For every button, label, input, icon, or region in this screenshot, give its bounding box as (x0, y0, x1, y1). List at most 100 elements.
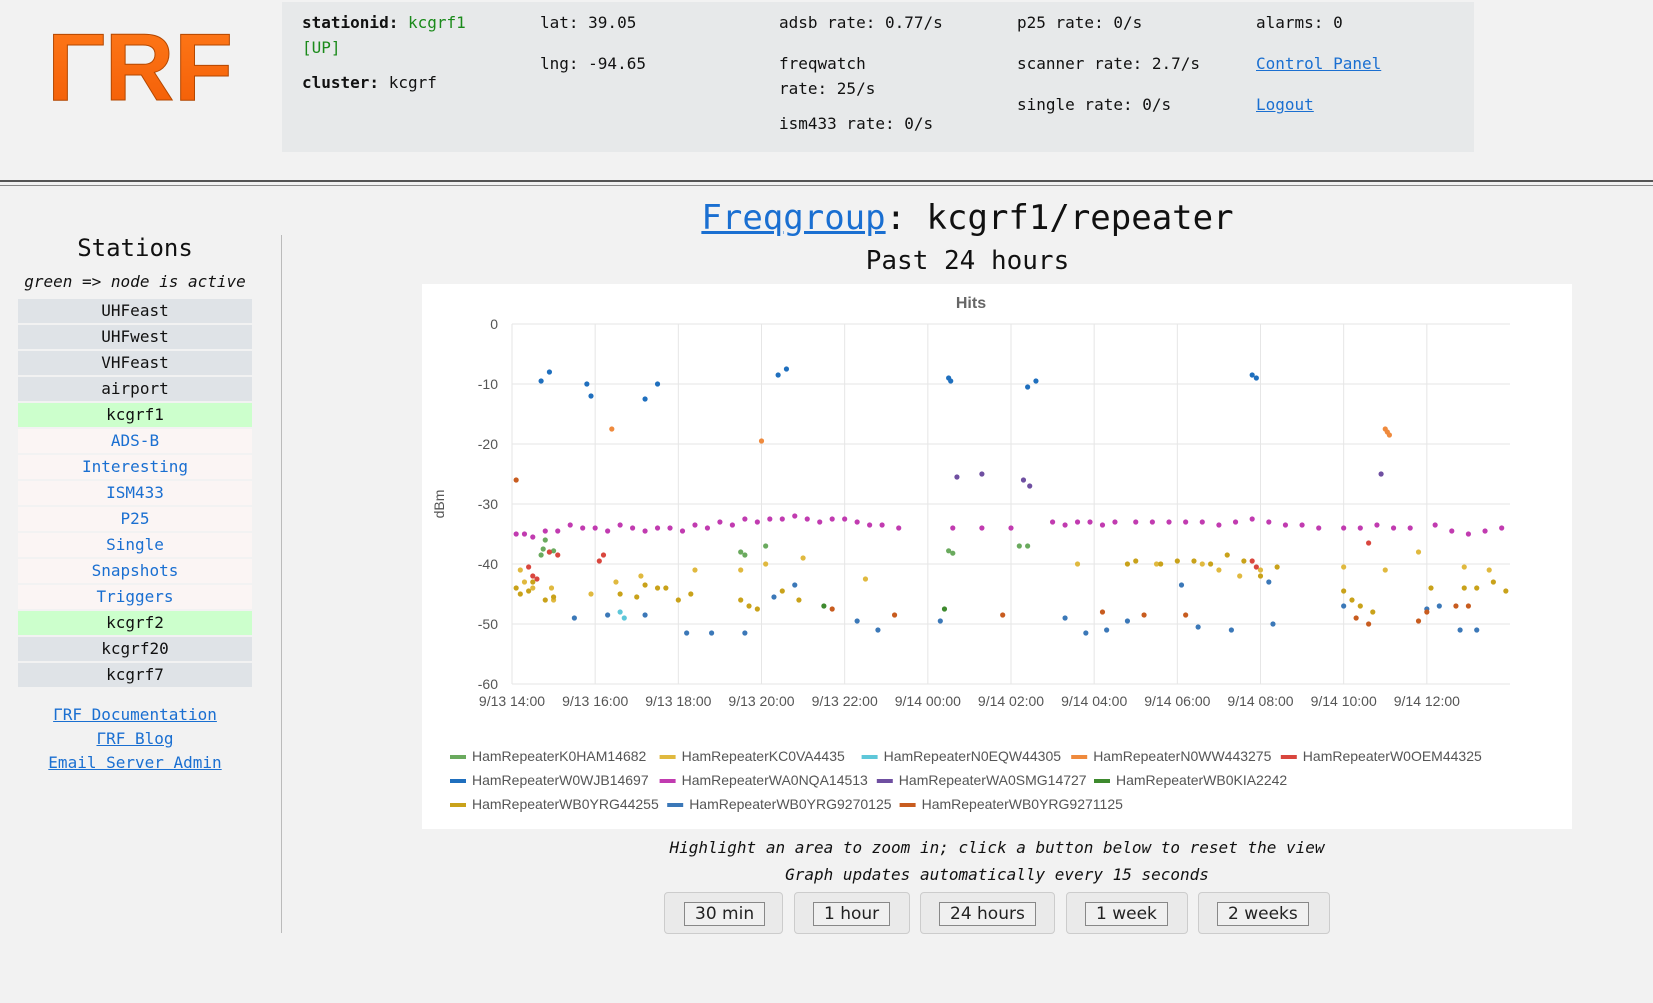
data-point (862, 576, 869, 582)
data-point (617, 609, 623, 615)
adsb-rate: adsb rate: 0.77/s (779, 13, 943, 32)
legend-swatch (899, 803, 916, 807)
data-point (1341, 588, 1347, 594)
range-button-frame: 2 weeks (1198, 892, 1330, 934)
cluster-value: kcgrf (388, 73, 437, 92)
data-point (1461, 585, 1467, 591)
freqwatch-rate-value: rate: 25/s (779, 79, 876, 98)
data-point (1499, 525, 1505, 531)
x-tick-label: 9/14 12:00 (1394, 693, 1460, 709)
control-panel-link[interactable]: Control Panel (1256, 54, 1382, 73)
data-point (1349, 597, 1355, 603)
data-point (1428, 585, 1434, 591)
data-point (1299, 522, 1305, 528)
logo-mark: ΓRF (47, 14, 234, 122)
station-item-airport[interactable]: airport (18, 377, 252, 401)
station-item-triggers[interactable]: Triggers (18, 585, 252, 609)
data-point (521, 579, 528, 585)
data-point (1124, 561, 1131, 567)
y-tick-label: -10 (478, 376, 498, 392)
data-point (1104, 627, 1110, 633)
latitude: lat: 39.05 (540, 13, 637, 32)
data-point (617, 522, 623, 528)
data-point (526, 564, 532, 570)
station-item-interesting[interactable]: Interesting (18, 455, 252, 479)
x-tick-label: 9/14 08:00 (1227, 693, 1293, 709)
logout-link[interactable]: Logout (1256, 95, 1314, 114)
station-item-p25[interactable]: P25 (18, 507, 252, 531)
range-30min-button[interactable]: 30 min (684, 902, 766, 926)
data-point (1178, 582, 1185, 588)
y-tick-label: -60 (478, 676, 498, 692)
data-point (513, 585, 519, 591)
data-point (1183, 519, 1189, 525)
y-tick-label: -50 (478, 616, 498, 632)
station-item-kcgrf7[interactable]: kcgrf7 (18, 663, 252, 687)
data-point (875, 627, 881, 633)
sidebar-footer-links: ΓRF Documentation ΓRF Blog Email Server … (18, 703, 252, 775)
station-item-uhfeast[interactable]: UHFeast (18, 299, 252, 323)
data-point (767, 516, 773, 522)
data-point (1216, 567, 1222, 573)
station-item-ism433[interactable]: ISM433 (18, 481, 252, 505)
data-point (513, 477, 519, 483)
data-point (738, 567, 744, 573)
legend-item: HamRepeaterWB0KIA2242 (1116, 772, 1287, 788)
data-point (1436, 603, 1442, 609)
station-item-vhfeast[interactable]: VHFeast (18, 351, 252, 375)
freqgroup-link[interactable]: Freqgroup (701, 198, 886, 238)
blog-link[interactable]: ΓRF Blog (96, 729, 174, 748)
station-item-kcgrf1[interactable]: kcgrf1 (18, 403, 252, 427)
data-point (692, 522, 698, 528)
station-item-kcgrf2[interactable]: kcgrf2 (18, 611, 252, 635)
data-point (530, 579, 536, 585)
data-point (1424, 609, 1430, 615)
data-point (954, 474, 960, 480)
legend-item: HamRepeaterN0EQW44305 (884, 748, 1062, 764)
data-point (754, 606, 760, 612)
data-point (738, 597, 744, 603)
range-24hours-button[interactable]: 24 hours (939, 902, 1036, 926)
data-point (1415, 549, 1422, 555)
data-point (1370, 609, 1376, 615)
data-point (1386, 432, 1393, 438)
data-point (783, 366, 790, 372)
range-1hour-button[interactable]: 1 hour (813, 902, 891, 926)
y-tick-label: -20 (478, 436, 498, 452)
hits-chart-svg[interactable]: Hits dBm 0 -10 -20 -30 -40 -50 -609/13 14:00 9/13… (422, 284, 1572, 829)
data-point (1033, 378, 1039, 384)
data-point (540, 546, 546, 552)
page-title: Freqgroup: kcgrf1/repeater (282, 198, 1653, 238)
data-point (546, 549, 553, 555)
data-point (937, 618, 943, 624)
data-point (1124, 618, 1131, 624)
station-item-kcgrf20[interactable]: kcgrf20 (18, 637, 252, 661)
rates-column-1: adsb rate: 0.77/s freqwatch rate: 25/s i… (779, 10, 999, 152)
data-point (617, 591, 623, 597)
range-1week-button[interactable]: 1 week (1085, 902, 1168, 926)
legend-swatch (876, 779, 893, 783)
legend-item: HamRepeaterWB0YRG9270125 (689, 796, 892, 812)
data-point (771, 594, 777, 600)
legend-swatch (659, 779, 676, 783)
rates-column-2: p25 rate: 0/s scanner rate: 2.7/s single… (1017, 10, 1237, 133)
data-point (567, 522, 573, 528)
data-point (1357, 603, 1363, 609)
legend-swatch (450, 755, 466, 759)
data-point (1366, 540, 1372, 546)
documentation-link[interactable]: ΓRF Documentation (53, 705, 217, 724)
station-item-snapshots[interactable]: Snapshots (18, 559, 252, 583)
data-point (555, 528, 561, 534)
range-2weeks-button[interactable]: 2 weeks (1217, 902, 1309, 926)
station-item-single[interactable]: Single (18, 533, 252, 557)
data-point (1153, 561, 1160, 567)
data-point (842, 516, 848, 522)
email-admin-link[interactable]: Email Server Admin (48, 753, 222, 772)
station-item-uhfwest[interactable]: UHFwest (18, 325, 252, 349)
data-point (950, 550, 956, 556)
data-point (588, 393, 594, 399)
data-point (754, 519, 760, 525)
station-item-ads-b[interactable]: ADS-B (18, 429, 252, 453)
hits-chart[interactable]: Hits dBm 0 -10 -20 -30 -40 -50 -60 9/13 14:00 9/13… (422, 284, 1572, 829)
data-point (1341, 525, 1347, 531)
